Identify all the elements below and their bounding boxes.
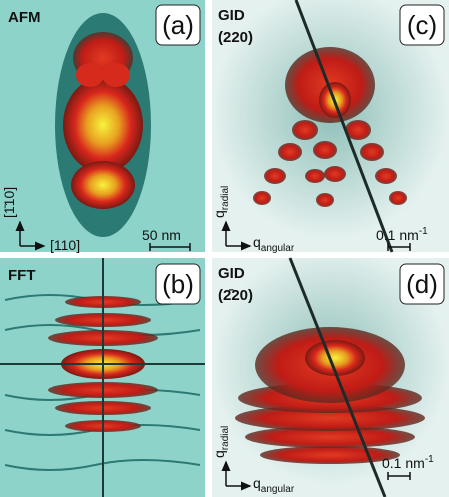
axis-label: [110] (50, 237, 80, 253)
panel-title: FFT (8, 267, 36, 284)
panel-b: (b) FFT (0, 258, 205, 497)
figure: (a) AFM [1̄10] [110] 50 nm (c) GID (220)… (0, 0, 449, 497)
panel-label: (d) (406, 269, 438, 299)
panel-title: GID (218, 7, 245, 24)
panel-label: (c) (407, 10, 437, 40)
panel-title: GID (218, 265, 245, 282)
panel-a: (a) AFM [1̄10] [110] 50 nm (0, 0, 205, 253)
panel-title: (220) (218, 29, 253, 46)
scale-bar-label: 50 nm (142, 227, 181, 243)
panel-d: (d) GID (2̄20) qradial qangular 0.1 nm-1 (211, 258, 449, 497)
axis-label: [1̄10] (1, 187, 17, 218)
panel-label: (b) (162, 269, 194, 299)
panel-title: (2̄20) (218, 287, 253, 304)
panel-c: (c) GID (220) qradial qangular 0.1 nm-1 (211, 0, 449, 254)
panel-title: AFM (8, 9, 41, 26)
panel-label: (a) (162, 10, 194, 40)
